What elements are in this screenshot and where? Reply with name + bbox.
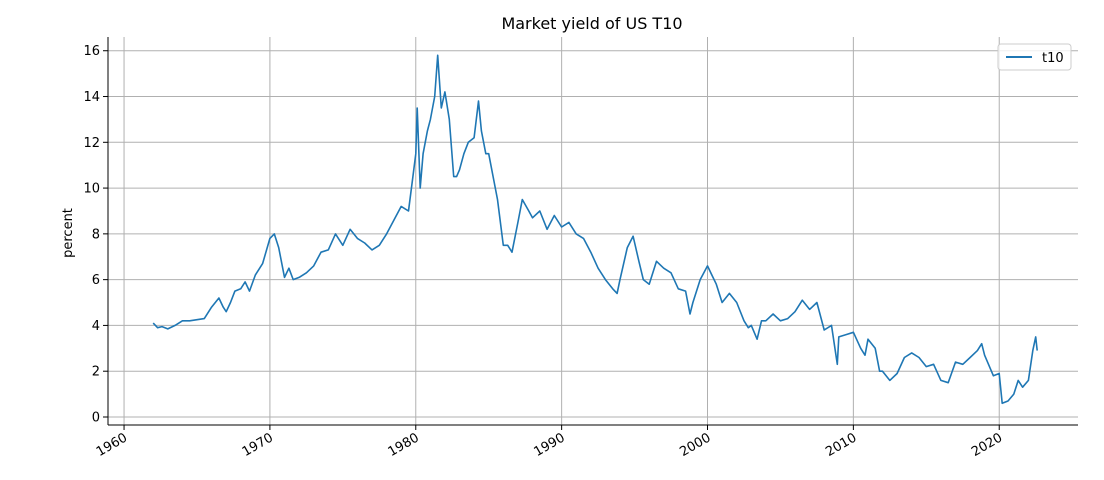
legend-label-t10: t10 bbox=[1042, 51, 1064, 66]
x-tick-label: 2020 bbox=[969, 430, 1005, 460]
x-tick-label: 1990 bbox=[531, 430, 567, 460]
y-tick-label: 16 bbox=[83, 44, 100, 59]
y-tick-label: 2 bbox=[92, 365, 100, 380]
x-tick-label: 1980 bbox=[386, 430, 422, 460]
x-tick-label: 2000 bbox=[677, 430, 713, 460]
y-axis-ticks: 0 2 4 6 8 10 12 14 16 bbox=[83, 44, 108, 425]
chart-title: Market yield of US T10 bbox=[501, 14, 682, 33]
legend-box bbox=[997, 43, 1072, 71]
grid-lines bbox=[108, 37, 1078, 425]
y-tick-label: 6 bbox=[92, 273, 100, 288]
x-tick-label: 1970 bbox=[240, 430, 276, 460]
y-tick-label: 12 bbox=[83, 136, 100, 151]
y-tick-label: 8 bbox=[92, 227, 100, 242]
y-tick-label: 4 bbox=[92, 319, 100, 334]
y-tick-label: 0 bbox=[92, 410, 100, 425]
y-tick-label: 14 bbox=[83, 90, 100, 105]
x-tick-label: 2010 bbox=[823, 430, 859, 460]
series-line-t10 bbox=[152, 54, 1038, 405]
y-tick-label: 10 bbox=[83, 182, 100, 197]
y-axis-label: percent bbox=[61, 208, 76, 258]
series-lines bbox=[152, 54, 1038, 405]
x-axis-ticks: 1960 1970 1980 1990 2000 2010 2020 bbox=[94, 425, 1005, 460]
x-tick-label: 1960 bbox=[94, 430, 130, 460]
axes bbox=[107, 37, 1078, 426]
legend: t10 bbox=[997, 43, 1072, 71]
